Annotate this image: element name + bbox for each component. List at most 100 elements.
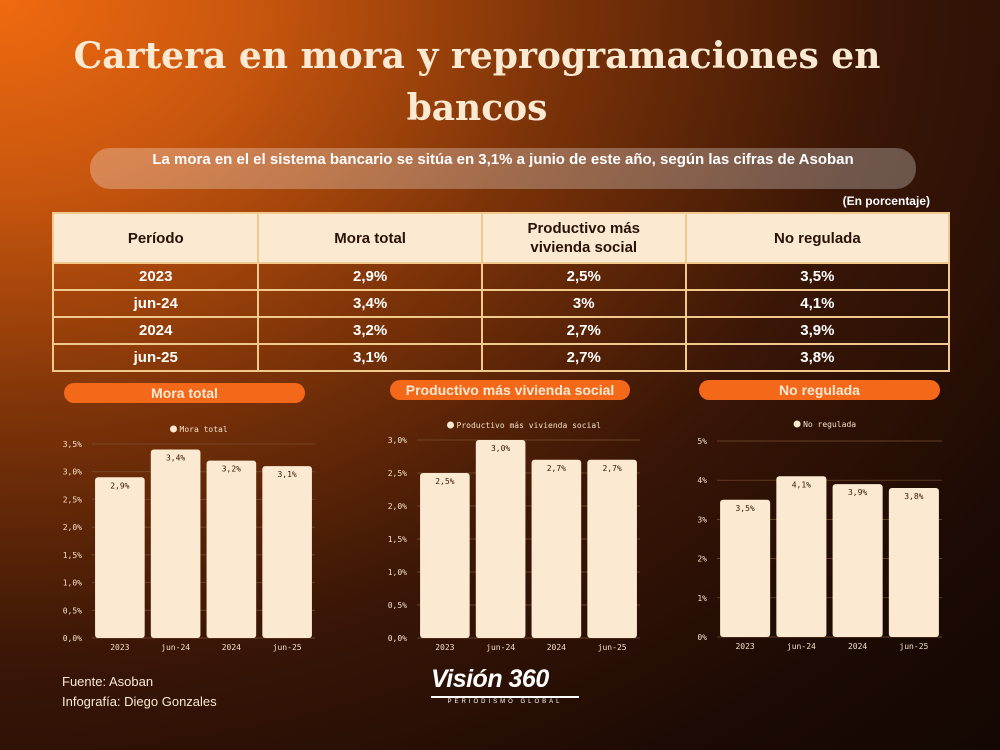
footer-source: Fuente: Asoban — [62, 674, 154, 689]
x-tick-label: 2023 — [435, 643, 454, 652]
y-tick-label: 0,0% — [388, 634, 407, 643]
y-tick-label: 3% — [697, 515, 707, 524]
footer-credit: Infografía: Diego Gonzales — [62, 694, 217, 709]
bar — [206, 460, 257, 638]
x-tick-label: jun-25 — [273, 643, 302, 652]
y-tick-label: 2,0% — [388, 502, 407, 511]
logo-tagline: PERIODISMO GLOBAL — [431, 696, 579, 707]
header-periodo: Período — [51, 212, 260, 264]
bar — [776, 476, 827, 637]
table-header-row: Período Mora total Productivo más vivien… — [51, 212, 951, 264]
bar-value-label: 2,7% — [602, 464, 621, 473]
chart-title-no-regulada: No regulada — [699, 380, 940, 400]
table-cell: 3,5% — [684, 262, 951, 291]
table-cell: 3,1% — [257, 343, 483, 372]
y-tick-label: 3,5% — [63, 440, 82, 449]
bar-value-label: 2,5% — [435, 477, 454, 486]
table-cell: 2,5% — [480, 262, 687, 291]
y-tick-label: 3,0% — [63, 468, 82, 477]
bar — [475, 440, 526, 638]
table-row: jun-24 3,4% 3% 4,1% — [51, 289, 951, 318]
legend-marker — [793, 420, 801, 428]
chart-title-productivo: Productivo más vivienda social — [390, 380, 630, 400]
y-tick-label: 0,5% — [388, 601, 407, 610]
table-cell: 2024 — [51, 316, 260, 345]
y-tick-label: 2,5% — [63, 495, 82, 504]
y-tick-label: 4% — [697, 476, 707, 485]
bar-value-label: 3,2% — [222, 465, 241, 474]
table-cell: 2,7% — [480, 343, 687, 372]
x-tick-label: 2023 — [110, 643, 129, 652]
table-cell: 3,4% — [257, 289, 483, 318]
chart-title-mora-total: Mora total — [64, 383, 305, 403]
legend-label: No regulada — [803, 420, 856, 429]
y-tick-label: 1,5% — [388, 535, 407, 544]
y-tick-label: 1,0% — [388, 568, 407, 577]
bar — [832, 484, 883, 637]
logo-name: Visión 360 — [431, 665, 549, 693]
header-no-regulada: No regulada — [684, 212, 951, 264]
y-tick-label: 1% — [697, 594, 707, 603]
x-tick-label: jun-25 — [598, 643, 627, 652]
bar-value-label: 2,7% — [547, 464, 566, 473]
x-tick-label: 2024 — [848, 642, 867, 651]
x-tick-label: jun-25 — [899, 642, 928, 651]
bar-value-label: 3,1% — [277, 470, 296, 479]
table-cell: jun-24 — [51, 289, 260, 318]
vision360-logo: Visión 360 PERIODISMO GLOBAL — [431, 664, 579, 708]
bar-chart-mora-total: Mora total 0,0% 0,5% 1,0% 1,5% 2,0% 2,5% 3,0% 3,… — [63, 425, 315, 652]
bar — [587, 459, 637, 638]
table-cell: 2023 — [51, 262, 260, 291]
footer: Fuente: Asoban Infografía: Diego Gonzale… — [62, 672, 217, 712]
unit-note: (En porcentaje) — [842, 194, 930, 208]
subtitle: La mora en el el sistema bancario se sit… — [90, 148, 916, 189]
legend-marker — [170, 425, 177, 433]
table-cell: 4,1% — [684, 289, 951, 318]
bar-chart-productivo: Productivo más vivienda social 0,0% 0,5% 1,… — [388, 421, 640, 652]
table-cell: 2,7% — [480, 316, 687, 345]
x-tick-label: jun-24 — [486, 643, 515, 652]
y-tick-label: 2,0% — [63, 523, 82, 532]
bar-value-label: 3,4% — [166, 454, 185, 463]
legend-label: Mora total — [180, 425, 228, 434]
x-tick-label: 2024 — [547, 643, 566, 652]
table-cell: 3,2% — [257, 316, 483, 345]
y-tick-label: 0,0% — [63, 634, 82, 643]
legend-marker — [447, 421, 454, 429]
x-tick-label: 2024 — [222, 643, 241, 652]
x-tick-label: 2023 — [735, 642, 754, 651]
table-row: 2024 3,2% 2,7% 3,9% — [51, 316, 951, 345]
bar-value-label: 4,1% — [792, 480, 811, 489]
bar — [262, 466, 312, 638]
bar-value-label: 3,5% — [735, 504, 754, 513]
y-tick-label: 5% — [697, 437, 707, 446]
y-tick-label: 1,0% — [63, 579, 82, 588]
y-tick-label: 3,0% — [388, 436, 407, 445]
bar — [888, 488, 939, 637]
table-cell: 2,9% — [257, 262, 483, 291]
bar — [150, 449, 201, 638]
table-cell: 3,8% — [684, 343, 951, 372]
header-mora-total: Mora total — [257, 212, 483, 264]
table-row: 2023 2,9% 2,5% 3,5% — [51, 262, 951, 291]
bar-chart-no-regulada: No regulada 0% 1% 2% 3% 4% 5% 3,5% 2023 4,1% jun-2… — [697, 420, 942, 651]
table-cell: jun-25 — [51, 343, 260, 372]
y-tick-label: 0,5% — [63, 606, 82, 615]
y-tick-label: 2,5% — [388, 469, 407, 478]
bar — [720, 499, 771, 637]
legend-label: Productivo más vivienda social — [457, 421, 602, 430]
y-tick-label: 2% — [697, 555, 707, 564]
bar — [420, 473, 470, 638]
header-productivo: Productivo más vivienda social — [480, 212, 687, 264]
x-tick-label: jun-24 — [161, 643, 190, 652]
table-row: jun-25 3,1% 2,7% 3,8% — [51, 343, 951, 372]
x-tick-label: jun-24 — [787, 642, 816, 651]
table-cell: 3% — [480, 289, 687, 318]
data-table: Período Mora total Productivo más vivien… — [51, 212, 951, 372]
bar-value-label: 2,9% — [110, 481, 129, 490]
bar-value-label: 3,8% — [904, 492, 923, 501]
y-tick-label: 0% — [697, 633, 707, 642]
page-title: Cartera en mora y reprogramaciones en ba… — [73, 35, 881, 129]
bar-value-label: 3,9% — [848, 488, 867, 497]
table-cell: 3,9% — [684, 316, 951, 345]
